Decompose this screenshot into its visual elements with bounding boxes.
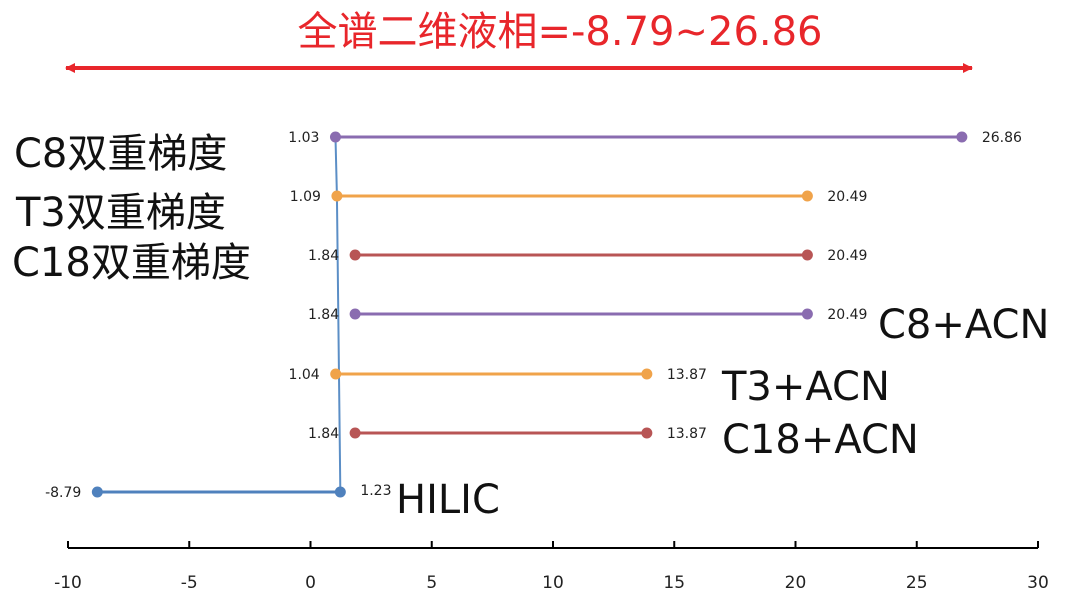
end-point [801,249,813,261]
end-label: 20.49 [827,307,867,323]
series-name-label: C8双重梯度 [14,131,227,177]
x-axis: -10 -5 0 5 10 15 20 25 30 [54,541,1049,593]
end-label: 26.86 [982,130,1022,146]
start-label: 1.84 [308,248,339,264]
series-layer: 1.03 26.86 C8双重梯度 1.09 20.49 T3双重梯度 1.84 20.49 C… [12,130,1049,523]
end-point [641,427,653,439]
series-name-label: HILIC [396,477,500,523]
end-point [956,131,968,143]
end-label: 13.87 [667,426,707,442]
end-label: 20.49 [827,248,867,264]
start-point [330,368,342,380]
end-point [334,486,346,498]
series-5: 1.04 13.87 T3+ACN [289,364,890,410]
start-label: 1.84 [308,307,339,323]
x-tick-label: 0 [305,573,316,593]
series-name-label: C18双重梯度 [12,240,251,286]
chart-title: 全谱二维液相=-8.79~26.86 [297,9,822,55]
x-tick-label: 30 [1027,573,1049,593]
start-label: 1.84 [308,426,339,442]
series-7: -8.79 1.23 HILIC [45,477,500,523]
series-2: 1.09 20.49 T3双重梯度 [15,189,867,236]
start-point [91,486,103,498]
end-point [801,308,813,320]
start-label: -8.79 [45,485,81,501]
series-name-label: T3+ACN [721,364,890,410]
series-name-label: T3双重梯度 [15,190,226,236]
start-point [349,427,361,439]
series-4: 1.84 20.49 C8+ACN [308,302,1049,348]
x-tick-label: 25 [906,573,928,593]
start-point [331,190,343,202]
start-point [329,131,341,143]
x-tick-label: 10 [542,573,564,593]
x-tick-label: 5 [426,573,437,593]
series-name-label: C18+ACN [722,417,919,463]
start-label: 1.04 [289,367,320,383]
series-1: 1.03 26.86 C8双重梯度 [14,130,1022,177]
start-point [349,249,361,261]
series-3: 1.84 20.49 C18双重梯度 [12,240,867,286]
x-tick-label: 15 [663,573,685,593]
end-label: 1.23 [360,483,391,499]
end-point [801,190,813,202]
x-tick-label: -5 [181,573,198,593]
series-name-label: C8+ACN [878,302,1049,348]
start-point [349,308,361,320]
series-6: 1.84 13.87 C18+ACN [308,417,919,463]
start-label: 1.09 [290,189,321,205]
end-label: 13.87 [667,367,707,383]
end-point [641,368,653,380]
x-tick-label: -10 [54,573,82,593]
start-label: 1.03 [288,130,319,146]
x-tick-label: 20 [785,573,807,593]
end-label: 20.49 [827,189,867,205]
